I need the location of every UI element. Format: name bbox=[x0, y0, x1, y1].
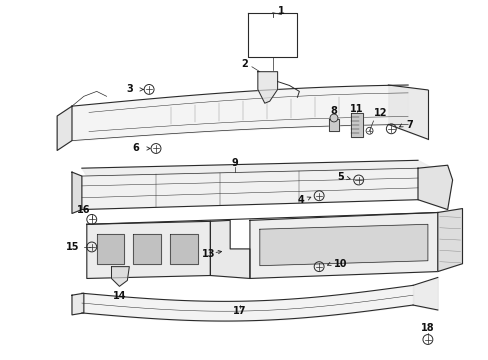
Text: 10: 10 bbox=[333, 259, 347, 269]
Polygon shape bbox=[87, 221, 210, 278]
Text: 15: 15 bbox=[66, 242, 80, 252]
Text: 13: 13 bbox=[202, 249, 215, 259]
Polygon shape bbox=[57, 106, 72, 150]
Text: 12: 12 bbox=[373, 108, 386, 118]
Polygon shape bbox=[437, 208, 462, 271]
Text: 14: 14 bbox=[112, 291, 126, 301]
Circle shape bbox=[329, 114, 337, 122]
Polygon shape bbox=[169, 234, 197, 264]
Polygon shape bbox=[257, 72, 277, 103]
Polygon shape bbox=[111, 267, 129, 286]
Text: 2: 2 bbox=[241, 59, 248, 69]
Polygon shape bbox=[259, 224, 427, 266]
Polygon shape bbox=[210, 220, 249, 278]
Polygon shape bbox=[72, 293, 83, 315]
Text: 8: 8 bbox=[330, 106, 337, 116]
Text: 5: 5 bbox=[336, 172, 343, 182]
Text: 1: 1 bbox=[278, 6, 285, 15]
Text: 17: 17 bbox=[233, 306, 246, 316]
Text: 4: 4 bbox=[297, 195, 304, 205]
Text: 18: 18 bbox=[420, 323, 434, 333]
Text: 11: 11 bbox=[349, 104, 363, 114]
Polygon shape bbox=[328, 119, 338, 131]
Text: 7: 7 bbox=[406, 120, 412, 130]
Polygon shape bbox=[81, 160, 432, 176]
Polygon shape bbox=[72, 172, 81, 213]
Text: 9: 9 bbox=[231, 158, 238, 168]
Text: 6: 6 bbox=[132, 144, 139, 153]
Polygon shape bbox=[417, 165, 452, 210]
Polygon shape bbox=[249, 212, 437, 278]
Polygon shape bbox=[81, 168, 417, 210]
Text: 3: 3 bbox=[126, 84, 133, 94]
Text: 16: 16 bbox=[77, 204, 90, 215]
Polygon shape bbox=[350, 113, 362, 137]
Polygon shape bbox=[97, 234, 124, 264]
Polygon shape bbox=[133, 234, 161, 264]
